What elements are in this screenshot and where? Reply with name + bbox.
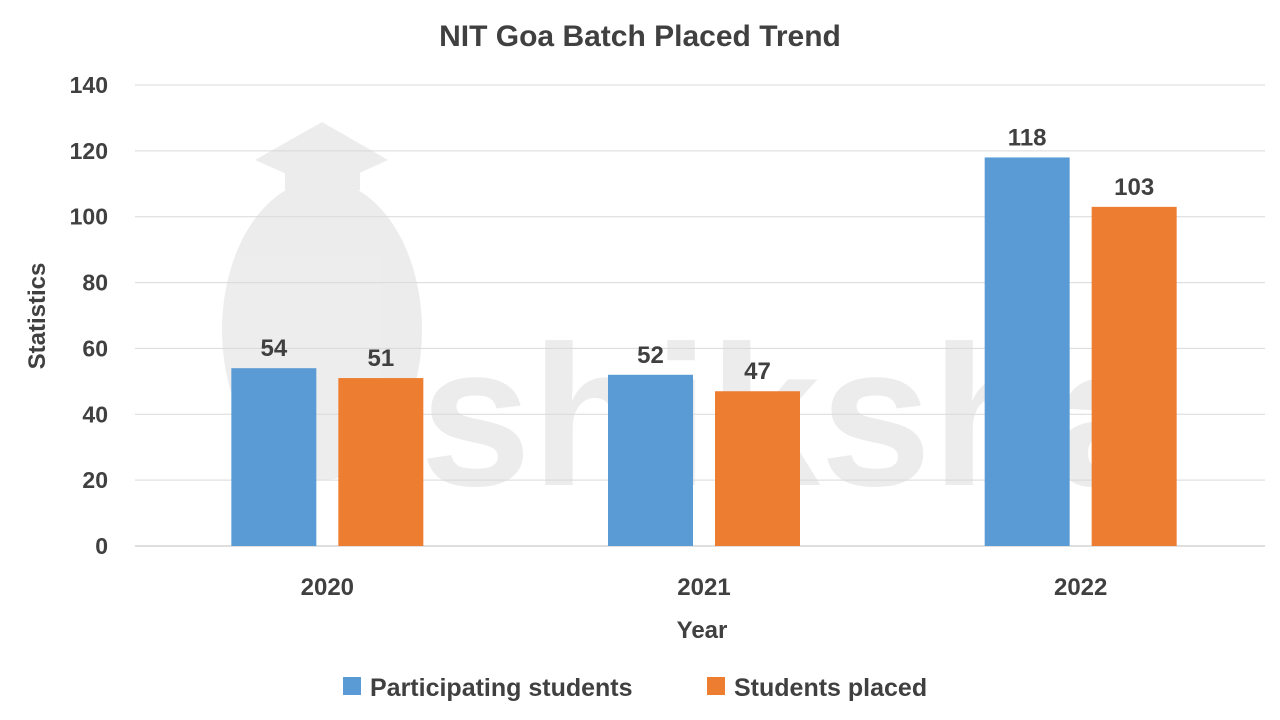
y-tick-label: 0 — [95, 533, 108, 559]
data-label: 52 — [637, 342, 664, 369]
data-label: 103 — [1114, 174, 1154, 201]
legend: Participating students Students placed — [343, 674, 927, 702]
y-tick-label: 140 — [70, 72, 108, 98]
bar-students-placed — [715, 391, 800, 546]
data-label: 47 — [744, 358, 771, 385]
bar-participating-students — [231, 368, 317, 546]
x-tick-label: 2022 — [1054, 574, 1107, 601]
bar-participating-students — [984, 157, 1070, 546]
chart-title: NIT Goa Batch Placed Trend — [439, 20, 841, 53]
y-axis-label: Statistics — [24, 263, 51, 370]
y-tick-label: 40 — [82, 401, 108, 427]
legend-swatch — [707, 677, 725, 695]
y-tick-label: 60 — [82, 335, 108, 361]
legend-swatch — [343, 677, 361, 695]
x-axis-label: Year — [677, 617, 728, 644]
legend-label: Participating students — [370, 674, 633, 702]
y-tick-label: 120 — [70, 138, 108, 164]
y-tick-label: 100 — [70, 204, 108, 230]
y-tick-label: 80 — [82, 270, 108, 296]
bar-students-placed — [1091, 206, 1177, 547]
data-label: 118 — [1008, 124, 1047, 151]
data-label: 51 — [367, 345, 394, 372]
legend-label: Students placed — [734, 674, 927, 702]
bar-students-placed — [338, 378, 424, 546]
y-tick-label: 20 — [82, 467, 108, 493]
x-tick-label: 2021 — [677, 574, 730, 601]
data-label: 54 — [260, 335, 287, 362]
x-tick-label: 2020 — [301, 574, 354, 601]
bar-participating-students — [608, 374, 693, 546]
